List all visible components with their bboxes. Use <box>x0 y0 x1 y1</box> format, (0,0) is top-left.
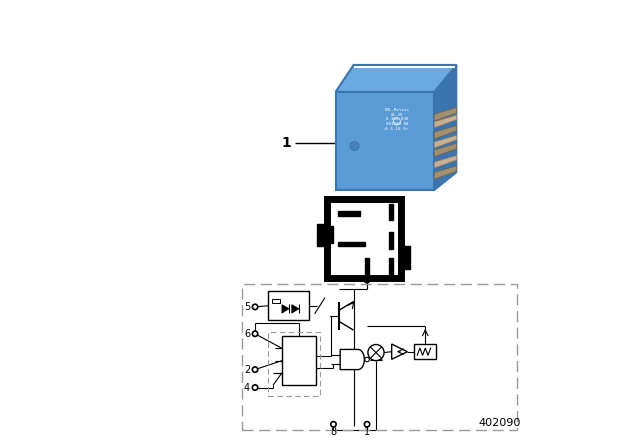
Bar <box>328 226 333 243</box>
Circle shape <box>252 304 258 310</box>
Polygon shape <box>435 135 457 148</box>
Circle shape <box>364 277 370 283</box>
Text: 5: 5 <box>338 232 344 241</box>
Polygon shape <box>435 65 457 190</box>
Circle shape <box>252 331 258 336</box>
Bar <box>242 284 517 430</box>
Circle shape <box>368 345 384 361</box>
Polygon shape <box>340 349 364 370</box>
Bar <box>365 258 369 276</box>
Polygon shape <box>392 344 408 359</box>
Bar <box>388 232 393 249</box>
Polygon shape <box>435 143 457 157</box>
Text: 6: 6 <box>244 329 250 339</box>
Text: 7: 7 <box>397 263 403 272</box>
Bar <box>282 336 316 385</box>
Bar <box>327 199 401 278</box>
Text: 402090: 402090 <box>478 418 520 428</box>
Circle shape <box>252 367 258 372</box>
Polygon shape <box>435 115 457 128</box>
Text: DRL-Relais
01.35
0 305 030
0⊙1000 00
>5.6-10.9<: DRL-Relais 01.35 0 305 030 0⊙1000 00 >5.… <box>384 108 410 131</box>
Bar <box>401 246 410 269</box>
Text: 7: 7 <box>369 271 376 280</box>
Bar <box>388 204 393 220</box>
Circle shape <box>364 422 370 427</box>
Bar <box>388 258 393 276</box>
Text: 5: 5 <box>244 302 250 312</box>
Circle shape <box>252 385 258 390</box>
Polygon shape <box>435 125 457 139</box>
Text: 2: 2 <box>244 365 250 375</box>
Polygon shape <box>435 166 457 179</box>
Circle shape <box>365 358 369 362</box>
Bar <box>317 224 327 246</box>
Text: 1: 1 <box>364 427 370 437</box>
Bar <box>269 291 309 320</box>
Text: 4: 4 <box>244 383 250 392</box>
Text: 2: 2 <box>331 202 337 211</box>
Bar <box>269 332 320 396</box>
Polygon shape <box>292 305 299 313</box>
Bar <box>338 242 365 246</box>
Text: 8: 8 <box>356 267 362 276</box>
Polygon shape <box>354 66 455 68</box>
Circle shape <box>331 422 336 427</box>
Polygon shape <box>435 155 457 168</box>
Text: 4: 4 <box>397 234 403 243</box>
Polygon shape <box>435 108 457 121</box>
Polygon shape <box>282 305 289 313</box>
Text: 8: 8 <box>330 427 337 437</box>
Circle shape <box>350 142 359 151</box>
Bar <box>338 211 360 216</box>
Text: 1: 1 <box>282 136 291 151</box>
Text: 1: 1 <box>397 205 403 214</box>
FancyBboxPatch shape <box>336 92 435 190</box>
Bar <box>414 344 436 359</box>
Text: 6: 6 <box>317 230 323 239</box>
Bar <box>272 299 280 303</box>
Polygon shape <box>336 65 457 92</box>
